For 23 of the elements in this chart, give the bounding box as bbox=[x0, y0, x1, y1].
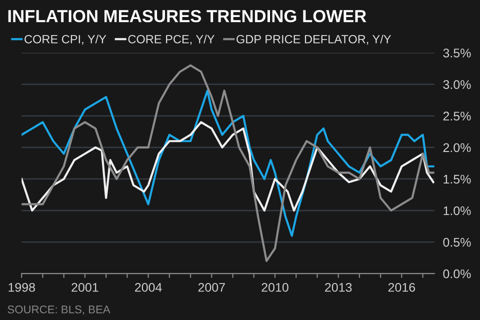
x-tick-label: 2010 bbox=[262, 282, 288, 292]
y-tick-label: 3.0% bbox=[443, 80, 471, 89]
x-tick-label: 2007 bbox=[198, 282, 225, 292]
legend-label: GDP PRICE DEFLATOR, Y/Y bbox=[236, 34, 392, 45]
chart-title: INFLATION MEASURES TRENDING LOWER bbox=[8, 10, 366, 22]
x-tick-label: 2016 bbox=[388, 282, 416, 292]
x-tick-label: 1998 bbox=[8, 282, 35, 292]
y-tick-label: 0.0% bbox=[443, 269, 471, 278]
y-tick-label: 0.5% bbox=[443, 238, 471, 247]
y-tick-label: 3.5% bbox=[443, 48, 471, 58]
line-series bbox=[22, 121, 434, 212]
y-tick-label: 2.0% bbox=[443, 143, 471, 152]
x-tick-label: 2001 bbox=[72, 282, 98, 292]
y-tick-label: 1.5% bbox=[444, 174, 471, 184]
legend-label: CORE PCE, Y/Y bbox=[128, 34, 214, 45]
source-note: SOURCE: BLS, BEA bbox=[8, 306, 110, 315]
y-tick-label: 2.5% bbox=[443, 112, 471, 121]
legend-label: CORE CPI, Y/Y bbox=[24, 34, 106, 45]
line-series bbox=[22, 90, 434, 237]
y-tick-label: 1.0% bbox=[444, 206, 471, 216]
line-series bbox=[22, 64, 434, 262]
x-tick-label: 2004 bbox=[135, 282, 162, 292]
x-tick-label: 2013 bbox=[325, 282, 352, 292]
